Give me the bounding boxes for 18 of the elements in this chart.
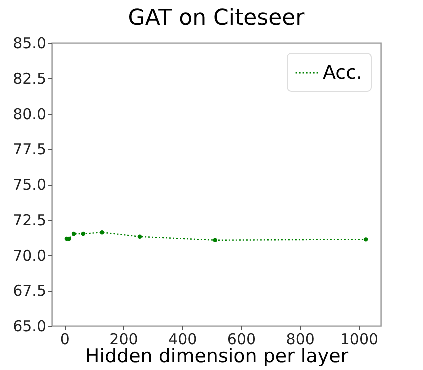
y-tick-label: 80.0 — [13, 105, 46, 124]
x-tick-label: 400 — [168, 330, 198, 348]
y-tick-label: 72.5 — [13, 211, 46, 230]
y-tick-label: 77.5 — [13, 140, 46, 159]
y-tick-label: 85.0 — [13, 34, 46, 52]
x-tick-label: 600 — [227, 330, 256, 348]
x-tick-label: 1000 — [340, 330, 379, 348]
y-tick-label: 70.0 — [13, 246, 46, 265]
y-tick-label: 65.0 — [13, 318, 46, 336]
x-axis-title: Hidden dimension per layer — [85, 346, 349, 368]
x-tick-label: 0 — [60, 330, 70, 348]
chart-title: GAT on Citeseer — [128, 6, 306, 31]
x-tick-label: 200 — [110, 330, 138, 348]
y-tick-label: 82.5 — [13, 70, 46, 88]
y-tick-label: 75.0 — [13, 176, 46, 194]
x-tick-label: 800 — [286, 330, 315, 348]
y-tick-label: 67.5 — [13, 282, 46, 300]
legend-label: Acc. — [323, 62, 363, 84]
